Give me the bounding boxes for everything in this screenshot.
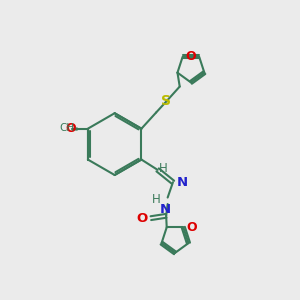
Text: H: H	[159, 162, 167, 175]
Text: CH₃: CH₃	[59, 123, 79, 133]
Text: O: O	[185, 50, 196, 63]
Text: N: N	[176, 176, 188, 189]
Text: O: O	[136, 212, 147, 225]
Text: O: O	[65, 122, 76, 135]
Text: S: S	[161, 94, 172, 108]
Text: O: O	[186, 221, 197, 234]
Text: H: H	[152, 193, 161, 206]
Text: N: N	[160, 203, 171, 216]
